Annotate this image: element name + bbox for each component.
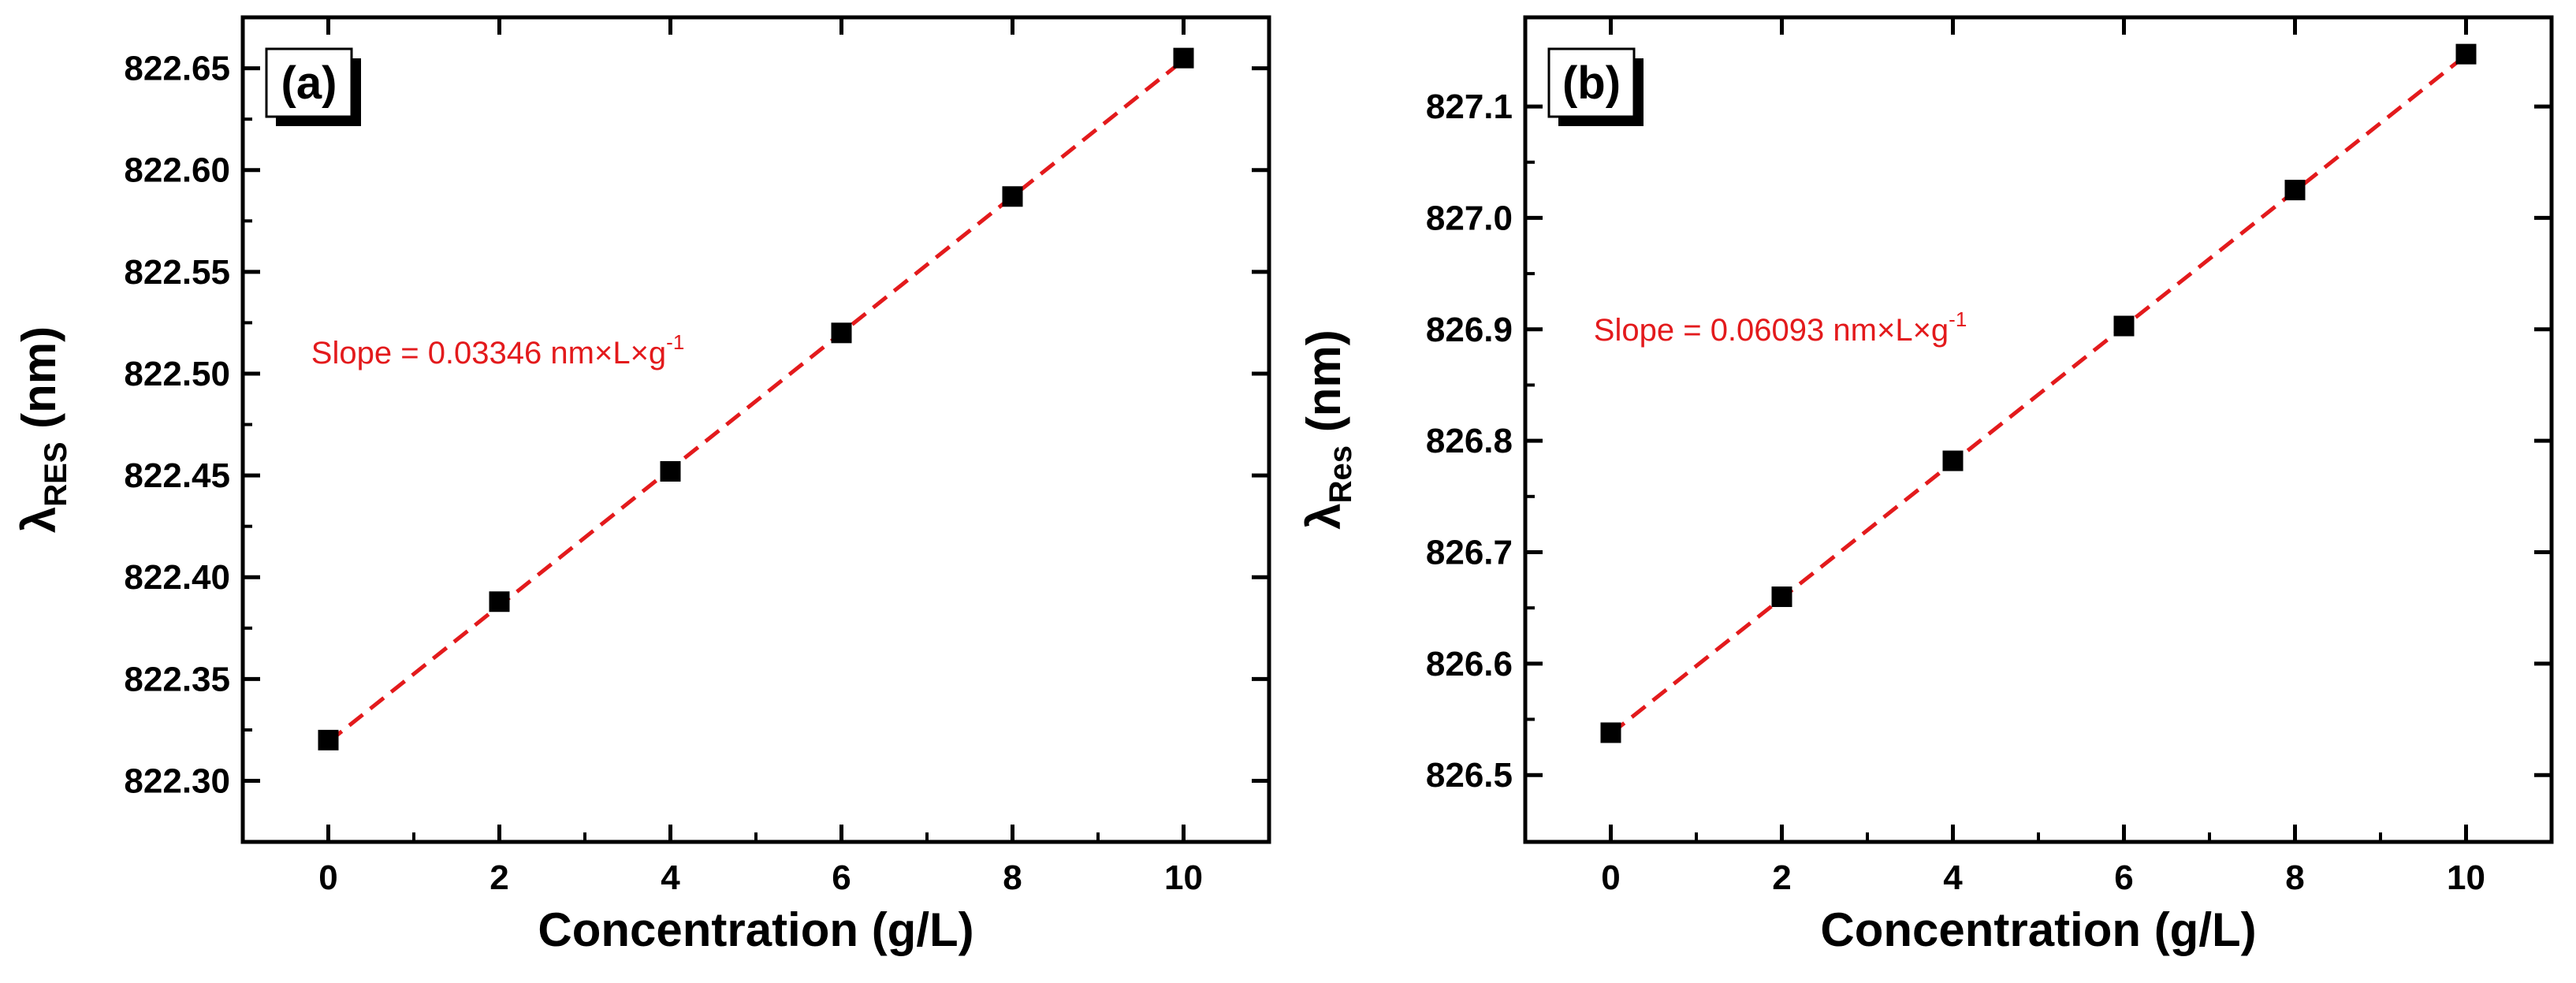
y-tick-label: 822.45: [124, 456, 230, 495]
data-point: [1942, 450, 1964, 471]
data-point: [489, 591, 510, 613]
data-point: [1002, 186, 1023, 207]
data-point: [1173, 47, 1194, 69]
x-axis-label: Concentration (g/L): [538, 903, 973, 956]
x-tick-label: 8: [2285, 858, 2304, 897]
fit-line: [1609, 54, 2468, 735]
x-tick-label: 10: [1164, 858, 1203, 897]
x-axis-label: Concentration (g/L): [1820, 903, 2256, 956]
data-point: [1600, 722, 1621, 743]
data-point: [318, 729, 339, 750]
y-tick-label: 826.7: [1426, 533, 1513, 572]
x-tick-label: 4: [1943, 858, 1963, 897]
chart-panel-a: 0 2 4 6 8 10 822.30 822.35 822.40 822.45 822.50 822…: [13, 15, 1271, 956]
y-tick-label: 826.8: [1426, 422, 1513, 460]
panel-tag-label: (b): [1562, 58, 1621, 109]
y-tick-label: 827.0: [1426, 199, 1513, 237]
x-tick-label: 8: [1003, 858, 1022, 897]
y-tick-label: 822.40: [124, 558, 230, 597]
data-point: [2284, 180, 2306, 201]
data-point: [1771, 586, 1792, 608]
data-point: [2113, 315, 2135, 337]
slope-annotation: Slope = 0.03346 nm×L×g-1: [311, 330, 685, 370]
y-tick-label: 826.6: [1426, 645, 1513, 683]
x-tick-label: 6: [2114, 858, 2133, 897]
x-tick-label: 0: [1601, 858, 1620, 897]
y-tick-label: 827.1: [1426, 88, 1513, 126]
fit-line: [326, 58, 1186, 744]
x-tick-label: 6: [832, 858, 851, 897]
data-point: [831, 322, 852, 344]
x-tick-label: 10: [2447, 858, 2485, 897]
x-tick-label: 4: [661, 858, 680, 897]
y-tick-label: 822.55: [124, 253, 230, 292]
y-axis-label: λRES (nm): [13, 326, 73, 533]
y-tick-label: 826.5: [1426, 756, 1513, 795]
y-tick-label: 822.50: [124, 355, 230, 393]
y-tick-label: 826.9: [1426, 311, 1513, 349]
x-tick-label: 2: [1772, 858, 1791, 897]
panel-tag-box: [265, 47, 353, 118]
panel-tag-label: (a): [281, 58, 337, 109]
data-point: [2455, 43, 2477, 65]
plot-frame: [1523, 15, 2554, 844]
plot-frame: [240, 15, 1271, 844]
y-tick-label: 822.60: [124, 151, 230, 190]
slope-annotation: Slope = 0.06093 nm×L×g-1: [1594, 307, 1967, 348]
x-tick-label: 0: [318, 858, 337, 897]
data-point: [660, 460, 681, 482]
y-tick-label: 822.30: [124, 762, 230, 801]
chart-panel-b: 0 2 4 6 8 10 826.5 826.6 826.7 826.8 826.9 827.0 827…: [1297, 15, 2554, 956]
x-tick-label: 2: [490, 858, 508, 897]
panel-tag-box: [1547, 47, 1636, 118]
y-tick-label: 822.65: [124, 50, 230, 88]
y-axis-label: λRes (nm): [1297, 330, 1358, 529]
y-tick-label: 822.35: [124, 660, 230, 698]
